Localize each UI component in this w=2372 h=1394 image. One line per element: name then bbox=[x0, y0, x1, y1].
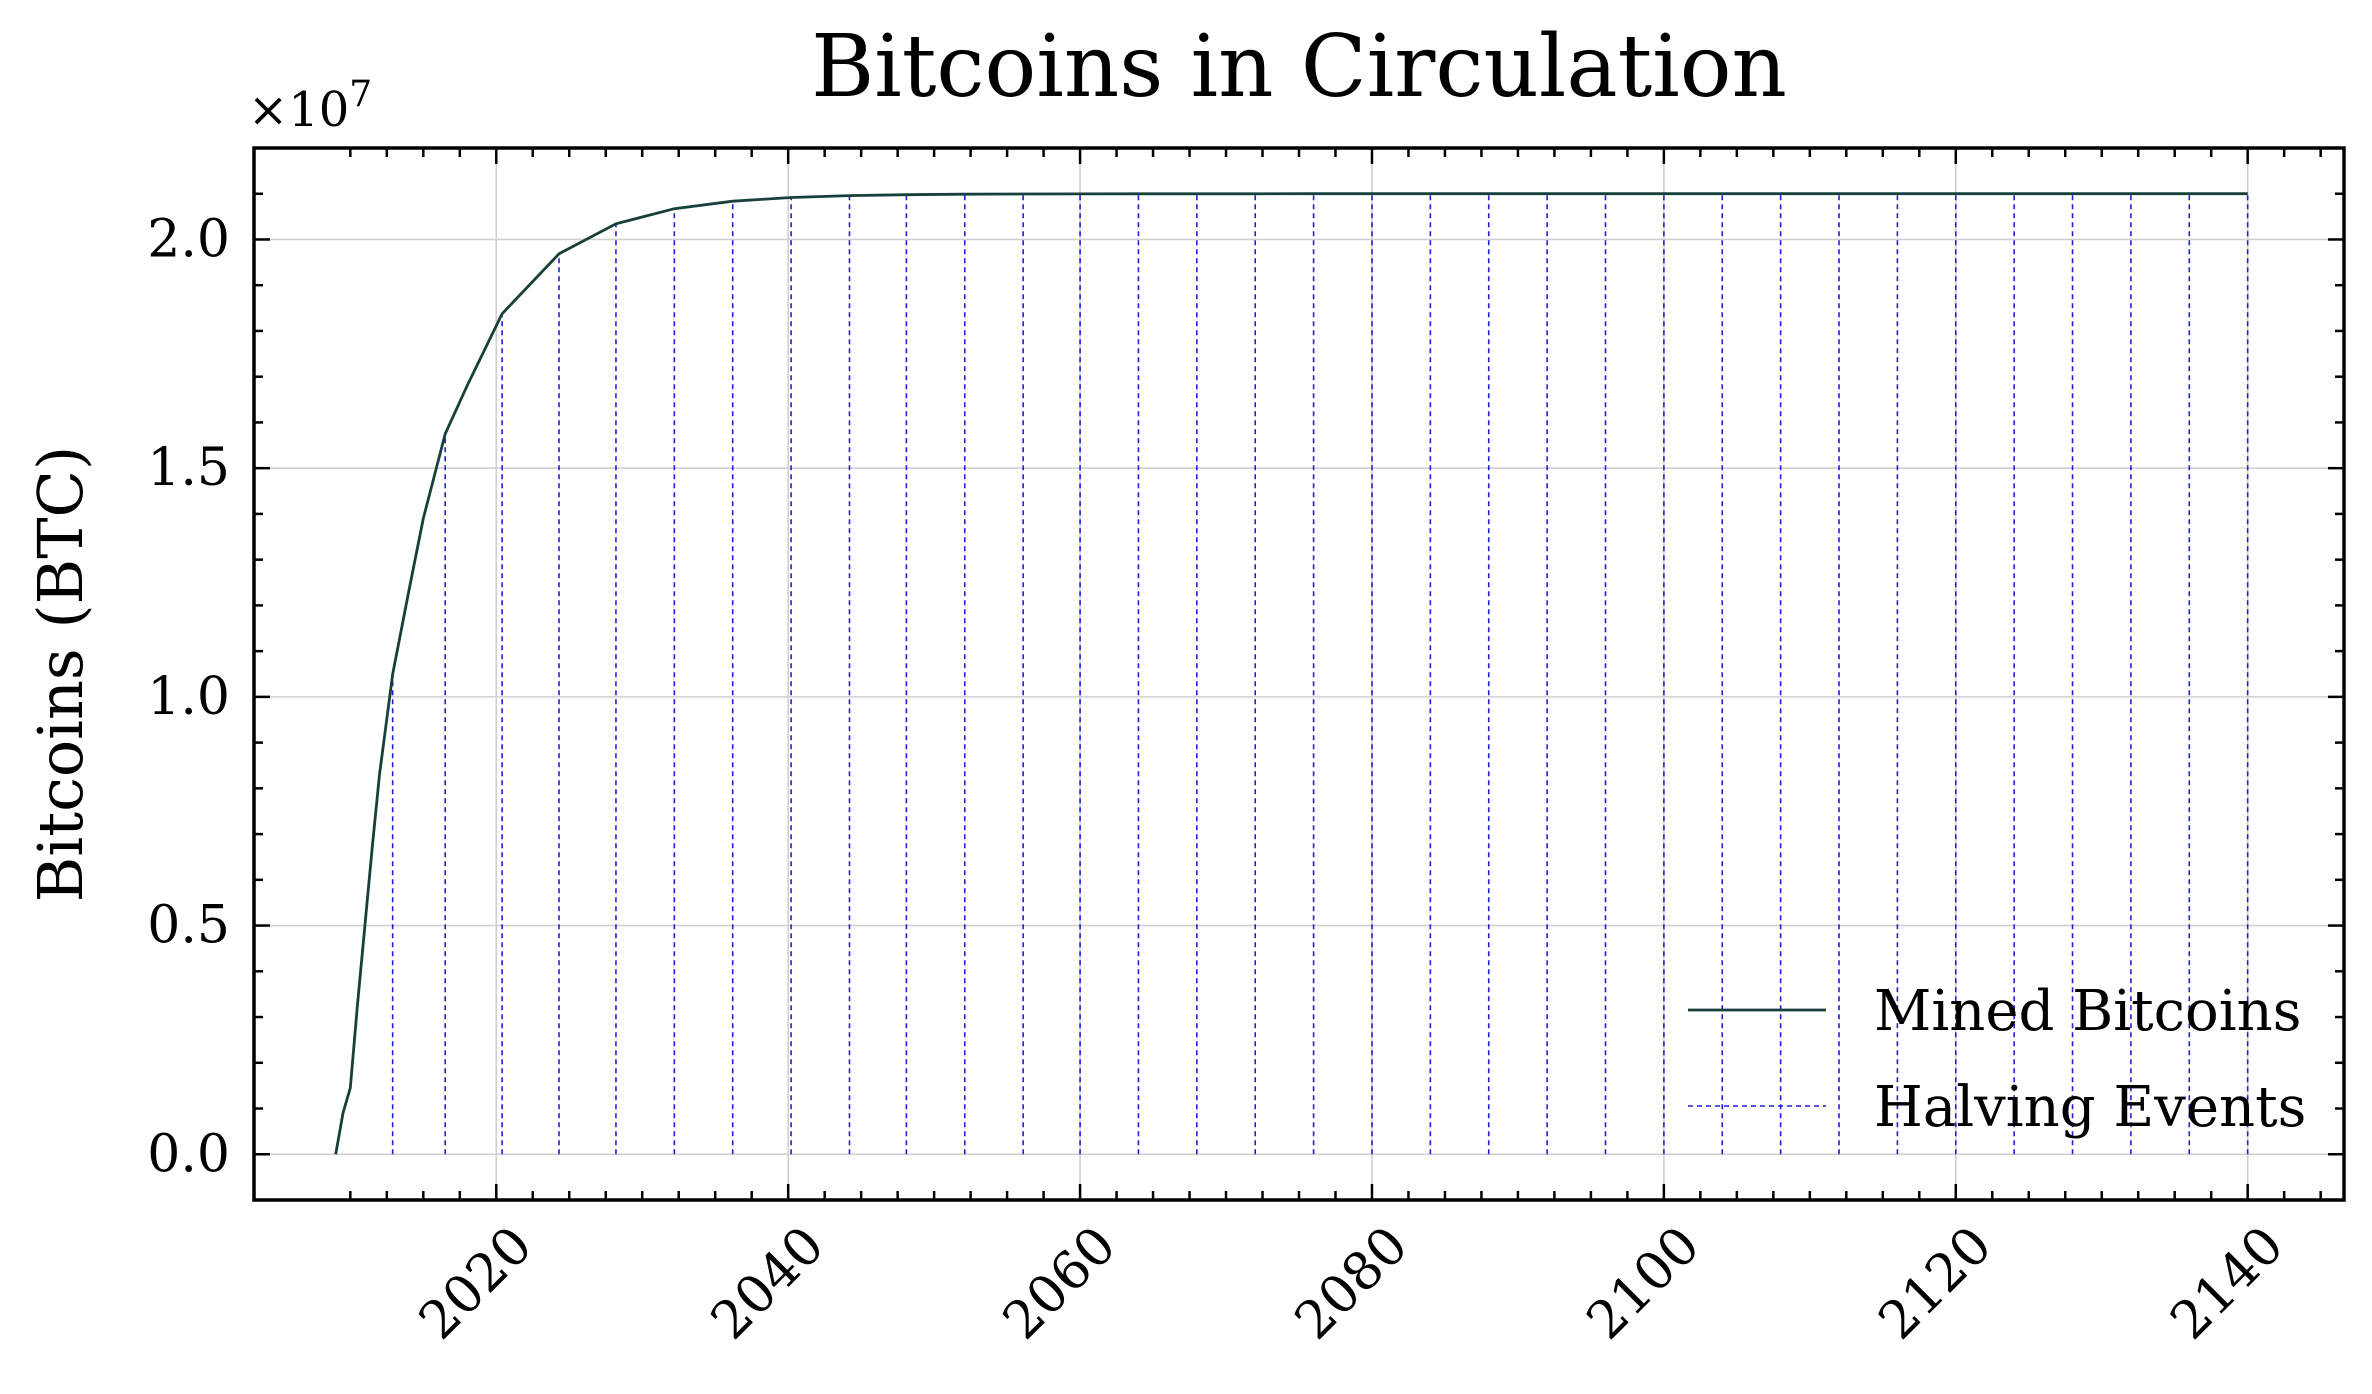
x-tick-label: 2020 bbox=[408, 1215, 544, 1351]
svg-text:×107: ×107 bbox=[248, 74, 372, 138]
y-tick-label: 2.0 bbox=[147, 209, 230, 269]
mined-bitcoins-line bbox=[334, 192, 2248, 1155]
y-axis-label: Bitcoins (BTC) bbox=[24, 446, 97, 902]
x-tick-label: 2100 bbox=[1576, 1215, 1712, 1351]
y-scale-indicator: ×107 bbox=[248, 74, 372, 138]
chart-title: Bitcoins in Circulation bbox=[811, 17, 1787, 117]
series-layer bbox=[334, 192, 2248, 1155]
halving-events-layer bbox=[391, 193, 2249, 1155]
x-tick-label: 2080 bbox=[1284, 1215, 1420, 1351]
legend-label-mined: Mined Bitcoins bbox=[1874, 979, 2301, 1044]
x-tick-label: 2060 bbox=[992, 1215, 1128, 1351]
y-scale-base: ×10 bbox=[248, 82, 349, 138]
legend-label-halving: Halving Events bbox=[1874, 1075, 2306, 1140]
legend: Mined Bitcoins Halving Events bbox=[1688, 979, 2306, 1140]
y-scale-exponent: 7 bbox=[349, 74, 372, 115]
y-tick-label: 0.5 bbox=[147, 896, 230, 956]
y-tick-label: 0.0 bbox=[147, 1124, 230, 1184]
x-tick-label: 2120 bbox=[1868, 1215, 2004, 1351]
y-tick-label: 1.0 bbox=[147, 667, 230, 727]
tick-layer bbox=[254, 146, 2344, 1202]
x-tick-label: 2040 bbox=[700, 1215, 836, 1351]
y-tick-label: 1.5 bbox=[147, 438, 230, 498]
x-tick-label: 2140 bbox=[2159, 1215, 2295, 1351]
